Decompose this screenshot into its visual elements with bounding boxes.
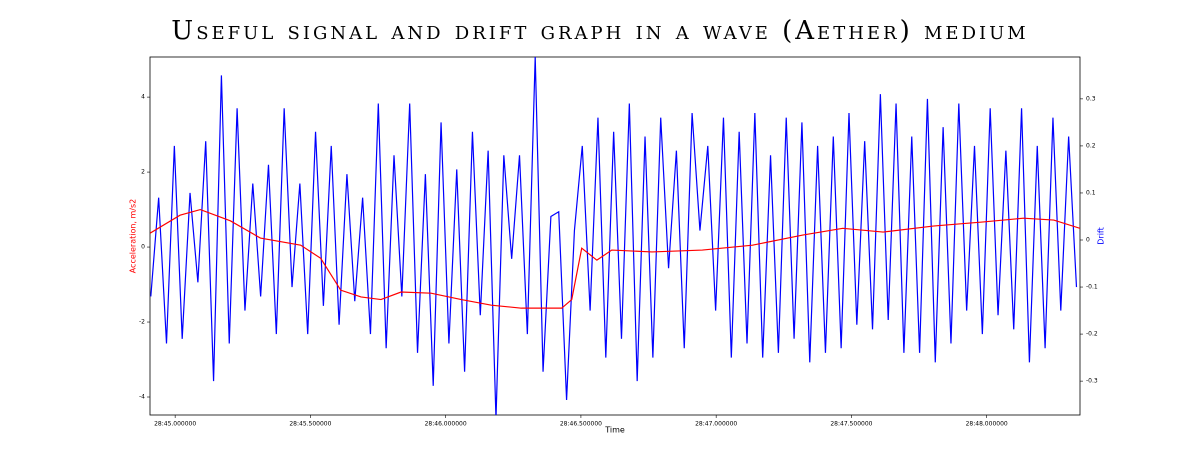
x-tick-label: 28:47.000000 bbox=[695, 421, 737, 428]
y2-tick-label: 0.2 bbox=[1086, 142, 1096, 149]
x-tick-label: 28:46.500000 bbox=[560, 421, 602, 428]
y2-tick-label: -0.1 bbox=[1086, 284, 1098, 291]
y-tick-label: -4 bbox=[139, 394, 145, 401]
series-line bbox=[150, 208, 1080, 309]
y-axis-label: Acceleration, m/s2 bbox=[129, 199, 138, 274]
y2-axis-label: Drift bbox=[1097, 227, 1106, 244]
y-tick-label: 2 bbox=[141, 169, 145, 176]
y2-tick-label: -0.2 bbox=[1086, 331, 1098, 338]
x-tick-label: 28:46.000000 bbox=[425, 421, 467, 428]
y2-tick-label: 0.1 bbox=[1086, 189, 1096, 196]
x-axis-label: Time bbox=[604, 426, 625, 435]
y-tick-label: 4 bbox=[141, 94, 145, 101]
y2-tick-label: -0.3 bbox=[1086, 378, 1098, 385]
x-tick-label: 28:47.500000 bbox=[830, 421, 872, 428]
chart-title: Useful signal and drift graph in a wave … bbox=[171, 16, 1028, 46]
y2-tick-label: 0 bbox=[1086, 236, 1090, 243]
y2-tick-label: 0.3 bbox=[1086, 95, 1096, 102]
y-tick-label: -2 bbox=[139, 319, 145, 326]
x-tick-label: 28:45.000000 bbox=[154, 421, 196, 428]
x-tick-label: 28:45.500000 bbox=[289, 421, 331, 428]
plot-frame bbox=[149, 56, 1081, 416]
series-line bbox=[150, 57, 1078, 415]
y-tick-label: 0 bbox=[141, 244, 145, 251]
x-tick-label: 28:48.000000 bbox=[966, 421, 1008, 428]
